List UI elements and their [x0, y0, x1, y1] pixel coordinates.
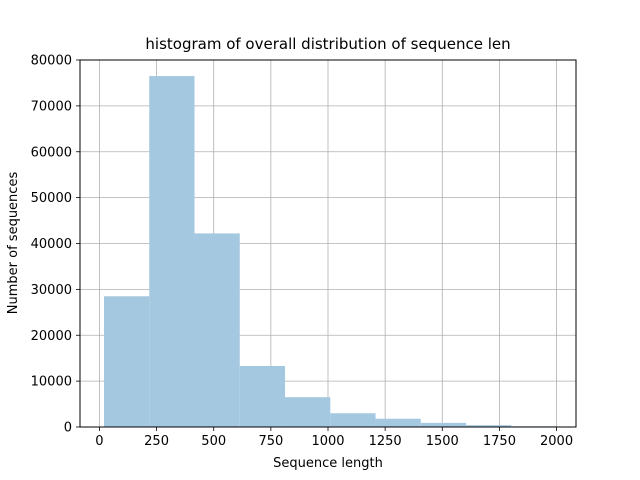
x-tick-label: 500: [201, 434, 226, 449]
bars: [104, 76, 557, 428]
y-tick-label: 10000: [31, 375, 72, 390]
y-tick-label: 20000: [31, 329, 72, 344]
y-tick-label: 80000: [31, 54, 72, 69]
x-tick-label: 250: [144, 434, 169, 449]
histogram-bar-0: [104, 296, 150, 427]
histogram-bar-6: [375, 418, 421, 427]
x-tick-label: 1750: [483, 434, 516, 449]
x-axis-label: Sequence length: [273, 456, 383, 471]
x-tick-label: 1500: [426, 434, 459, 449]
y-tick-label: 0: [64, 421, 72, 436]
y-axis-label: Number of sequences: [6, 172, 21, 315]
x-axis: 0 250 500 750 1000 1250 1500 1750 2000: [95, 427, 573, 449]
histogram-bar-7: [420, 422, 467, 427]
y-tick-label: 40000: [31, 237, 72, 252]
histogram-bar-1: [149, 76, 195, 428]
histogram-bar-3: [239, 365, 286, 427]
y-tick-label: 60000: [31, 145, 72, 160]
y-tick-label: 70000: [31, 99, 72, 114]
x-tick-label: 0: [95, 434, 103, 449]
histogram-bar-5: [330, 413, 376, 427]
chart-title: histogram of overall distribution of seq…: [145, 35, 510, 53]
x-tick-label: 1000: [311, 434, 344, 449]
y-axis: 0 10000 20000 30000 40000 50000 60000 70000 8000…: [31, 54, 80, 436]
x-tick-label: 750: [258, 434, 283, 449]
histogram-bar-4: [285, 397, 331, 427]
histogram-bar-8: [466, 425, 512, 427]
y-tick-label: 50000: [31, 191, 72, 206]
x-tick-label: 2000: [540, 434, 573, 449]
y-tick-label: 30000: [31, 283, 72, 298]
histogram-bar-2: [194, 233, 240, 427]
x-tick-label: 1250: [369, 434, 402, 449]
